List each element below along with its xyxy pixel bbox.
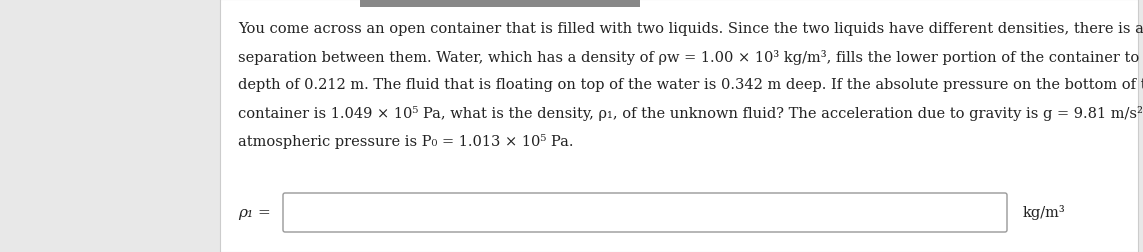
Bar [219,0,1138,252]
Text: container is 1.049 × 10⁵ Pa, what is the density, ρ₁, of the unknown fluid? The : container is 1.049 × 10⁵ Pa, what is the… [238,106,1143,120]
Text: You come across an open container that is filled with two liquids. Since the two: You come across an open container that i… [238,22,1143,36]
Text: kg/m³: kg/m³ [1023,205,1065,220]
FancyBboxPatch shape [283,193,1007,232]
Text: separation between them. Water, which has a density of ρw = 1.00 × 10³ kg/m³, fi: separation between them. Water, which ha… [238,50,1143,65]
Text: depth of 0.212 m. The fluid that is floating on top of the water is 0.342 m deep: depth of 0.212 m. The fluid that is floa… [238,78,1143,92]
Text: ρ₁ =: ρ₁ = [238,205,271,219]
Text: atmospheric pressure is P₀ = 1.013 × 10⁵ Pa.: atmospheric pressure is P₀ = 1.013 × 10⁵… [238,134,574,148]
Bar [360,0,640,8]
